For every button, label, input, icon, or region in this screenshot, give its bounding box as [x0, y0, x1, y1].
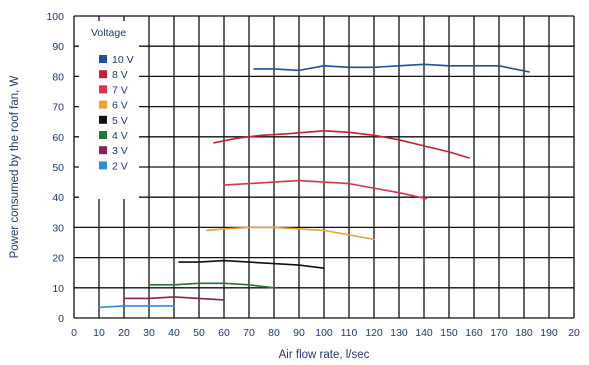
legend-swatch	[99, 146, 107, 155]
x-tick-label: 190	[540, 327, 558, 339]
y-tick-labels: 0 10 20 30 40 50 60 70 80 90 100	[46, 11, 64, 325]
x-tick-labels: 0 10 20 30 40 50 60 70 80 90 100 110 120 130 140 150 160…	[71, 327, 580, 339]
series-line-7v	[223, 179, 428, 200]
legend-label: 6 V	[112, 100, 128, 112]
x-tick-label: 10	[93, 327, 105, 339]
x-tick-label: 0	[71, 327, 77, 339]
x-tick-label: 130	[390, 327, 408, 339]
x-tick-label: 160	[465, 327, 483, 339]
y-tick-label: 0	[58, 313, 64, 325]
legend-box	[79, 21, 139, 199]
x-tick-label: 90	[293, 327, 305, 339]
legend-swatch	[99, 55, 107, 63]
x-tick-label: 70	[243, 327, 255, 339]
legend-title: Voltage	[91, 27, 126, 39]
x-tick-label: 40	[168, 327, 180, 339]
legend-swatch	[99, 100, 107, 109]
y-tick-label: 30	[52, 222, 64, 234]
legend-label: 8 V	[112, 69, 128, 81]
x-tick-label: 100	[315, 327, 333, 339]
legend-swatch	[99, 161, 107, 170]
series-line-10v	[253, 63, 530, 73]
x-tick-label: 120	[365, 327, 383, 339]
x-tick-label: 170	[490, 327, 508, 339]
series-line-3v	[123, 296, 225, 301]
series-line-6v	[205, 226, 375, 241]
series-lines	[98, 63, 530, 309]
x-tick-label: 20	[568, 327, 580, 339]
y-tick-label: 50	[52, 162, 64, 174]
x-tick-label: 20	[118, 327, 130, 339]
series-line-2v	[98, 305, 175, 309]
legend-label: 4 V	[112, 130, 128, 142]
y-tick-label: 20	[52, 253, 64, 265]
legend-label: 2 V	[112, 160, 128, 172]
legend-label: 7 V	[112, 84, 128, 96]
legend-label: 5 V	[112, 115, 128, 127]
x-tick-label: 50	[193, 327, 205, 339]
grid	[73, 15, 575, 319]
x-tick-label: 180	[515, 327, 533, 339]
legend: Voltage 10 V 8 V 7 V 6 V 5 V 4 V 3 V 2 V	[79, 21, 139, 199]
y-tick-label: 40	[52, 192, 64, 204]
y-tick-label: 10	[52, 283, 64, 295]
x-tick-label: 80	[268, 327, 280, 339]
y-tick-label: 80	[52, 71, 64, 83]
y-tick-label: 70	[52, 102, 64, 114]
y-tick-label: 100	[46, 11, 64, 23]
x-axis-title: Air flow rate, l/sec	[279, 349, 370, 361]
y-axis-title: Power consumed by the roof fan, W	[9, 75, 21, 258]
legend-swatch	[99, 85, 107, 94]
series-line-5v	[178, 259, 325, 270]
x-tick-label: 110	[341, 327, 358, 339]
x-tick-label: 150	[440, 327, 458, 339]
series-line-8v	[213, 130, 470, 159]
legend-swatch	[99, 115, 107, 124]
legend-swatch	[99, 131, 107, 139]
x-tick-label: 140	[415, 327, 433, 339]
y-tick-label: 60	[52, 132, 64, 144]
legend-swatch	[99, 70, 107, 79]
x-tick-label: 30	[143, 327, 155, 339]
legend-items: 10 V 8 V 7 V 6 V 5 V 4 V 3 V 2 V	[99, 54, 134, 172]
legend-label: 10 V	[112, 54, 134, 66]
series-line-4v	[148, 282, 275, 289]
legend-label: 3 V	[112, 145, 128, 157]
y-tick-label: 90	[52, 41, 64, 53]
x-tick-label: 60	[218, 327, 230, 339]
